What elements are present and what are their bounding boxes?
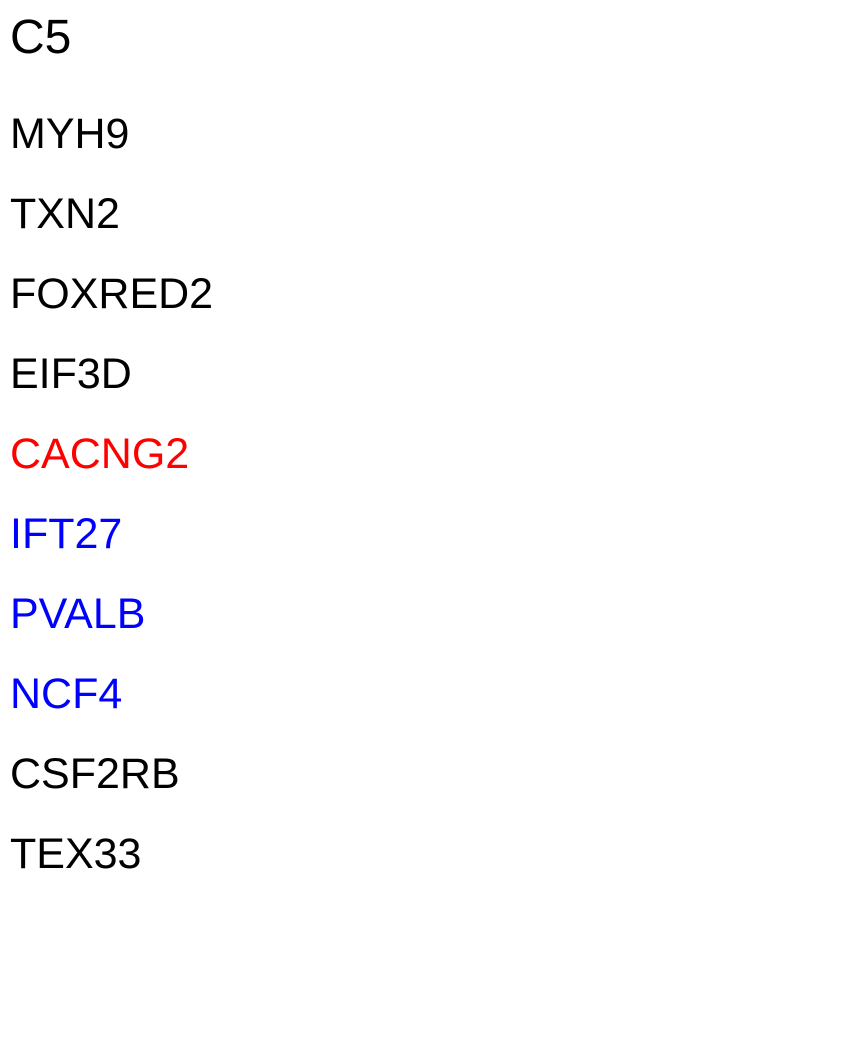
gene-name: TXN2 [10,190,120,238]
gene-name: CSF2RB [10,750,180,798]
list-item: CSF2RB [10,746,213,802]
gene-name: EIF3D [10,350,132,398]
list-item: PVALB [10,586,213,642]
gene-name: CACNG2 [10,430,190,478]
list-item: CACNG2 [10,426,213,482]
gene-name: IFT27 [10,510,123,558]
list-item: IFT27 [10,506,213,562]
list-item: EIF3D [10,346,213,402]
gene-name: NCF4 [10,670,123,718]
list-item: NCF4 [10,666,213,722]
list-item: MYH9 [10,106,213,162]
gene-name: TEX33 [10,830,142,878]
gene-name: FOXRED2 [10,270,214,318]
page-title: C5 [10,11,72,64]
list-item: TEX33 [10,826,213,882]
list-item: TXN2 [10,186,213,242]
list-item: FOXRED2 [10,266,213,322]
gene-name: PVALB [10,590,146,638]
gene-list: MYH9 TXN2 FOXRED2 EIF3D CACNG2 IFT27 PVA… [10,106,213,906]
gene-name: MYH9 [10,110,130,158]
